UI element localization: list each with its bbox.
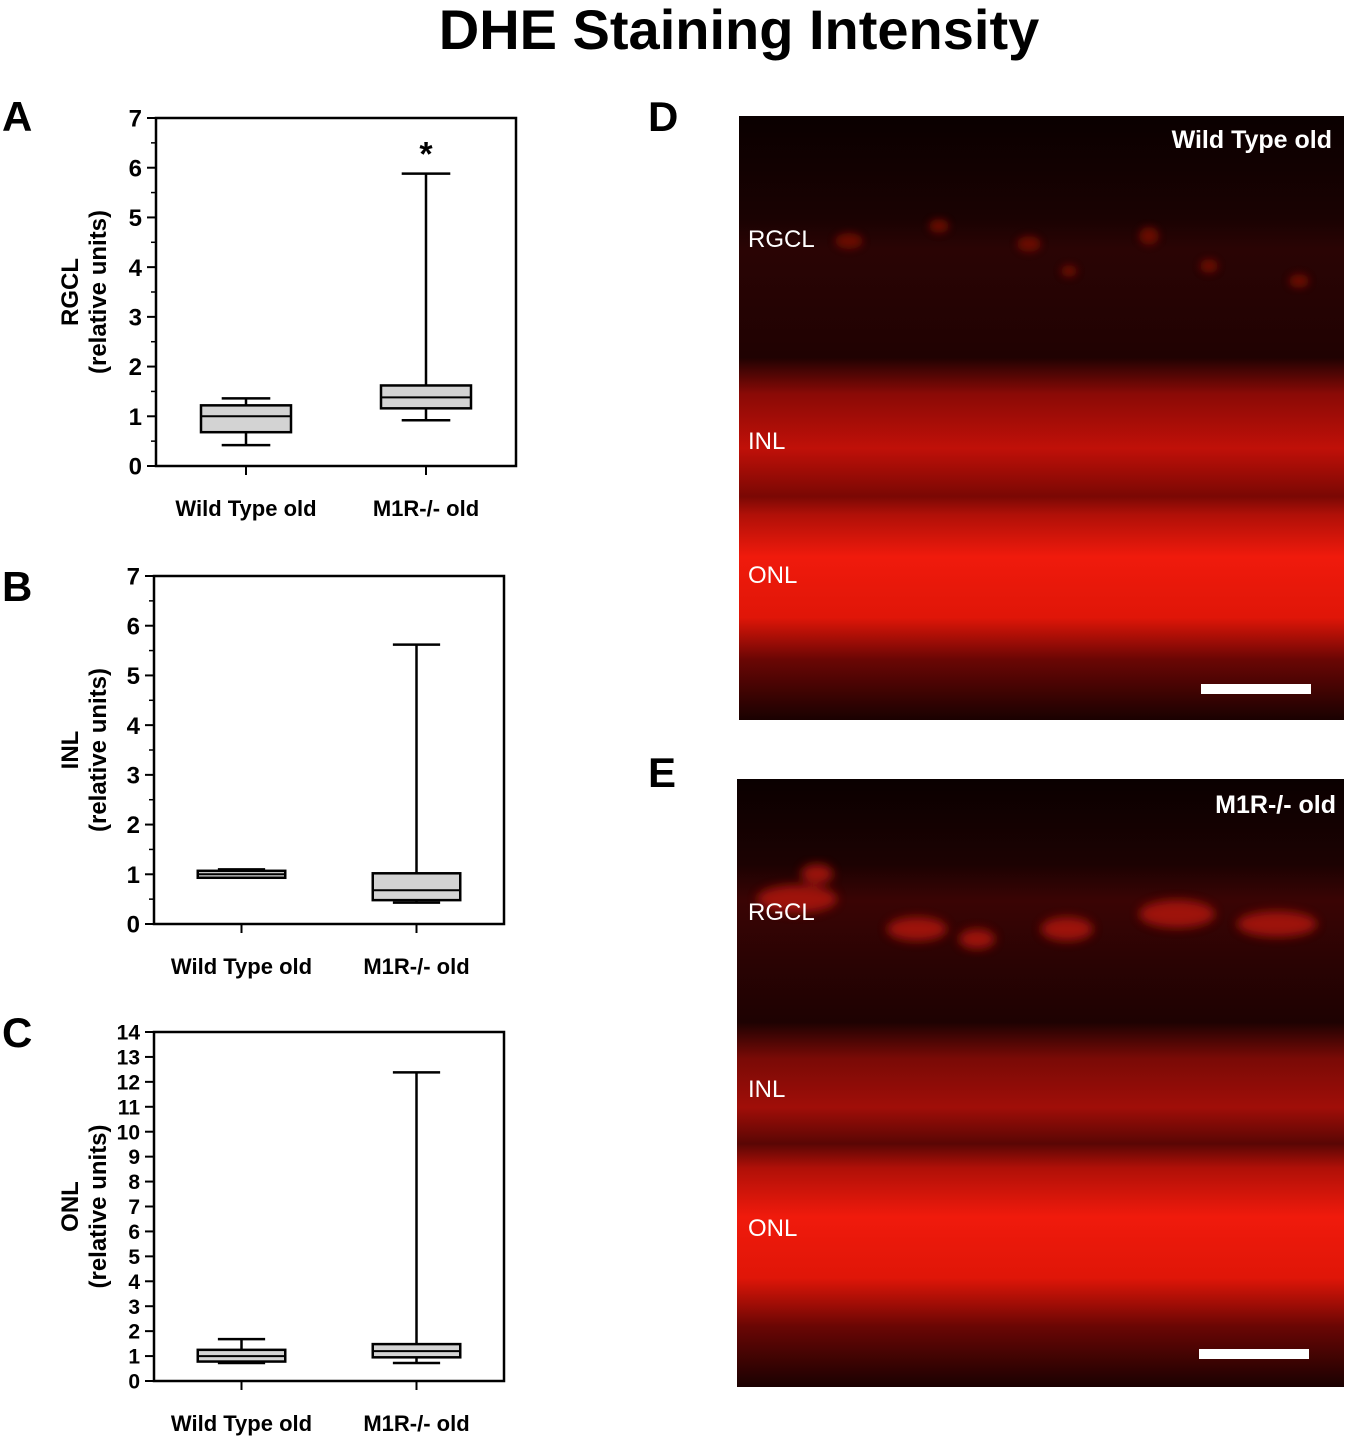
x-tick-label: Wild Type old — [171, 1411, 312, 1436]
box-iqr — [371, 872, 462, 902]
y-tick-label: 9 — [128, 1146, 140, 1169]
box-plot-inl: 0 1 2 3 4 5 6 7 INL (relative units) Wild Type old… — [57, 564, 506, 979]
y-tick-label: 2 — [129, 354, 142, 381]
panel-letter-a: A — [2, 93, 33, 140]
y-tick-label: 1 — [129, 404, 142, 431]
x-tick-label: M1R-/- old — [363, 1411, 469, 1436]
plot-frame — [152, 1030, 506, 1383]
y-axis-label-line2: (relative units) — [85, 210, 112, 374]
box-m1r-knockout: * — [379, 136, 473, 422]
box-iqr — [199, 404, 293, 434]
layer-label-onl: ONL — [748, 1215, 798, 1242]
y-tick-label: 1 — [128, 1346, 140, 1369]
y-tick-label: 7 — [128, 1196, 140, 1219]
scale-bar — [1201, 684, 1311, 694]
micrograph-wild-type: Wild Type old RGCL INL ONL — [739, 116, 1344, 720]
y-axis-label-line2: (relative units) — [85, 1124, 112, 1288]
panel-letter-d: D — [648, 93, 679, 140]
scale-bar — [1199, 1349, 1309, 1359]
x-tick-label: M1R-/- old — [363, 954, 469, 979]
layer-label-rgcl: RGCL — [748, 226, 815, 253]
y-tick-label: 0 — [129, 454, 142, 481]
x-tick-label: M1R-/- old — [373, 496, 479, 521]
layer-label-onl: ONL — [748, 562, 798, 589]
box-wild-type — [199, 397, 293, 447]
micrograph-wild-type-image — [739, 116, 1344, 720]
y-tick-label: 7 — [129, 106, 142, 133]
x-tick-label: Wild Type old — [171, 954, 312, 979]
box-wild-type — [196, 1337, 287, 1365]
panel-letter-c: C — [2, 1009, 33, 1056]
y-tick-label: 7 — [127, 564, 140, 591]
y-tick-label: 11 — [118, 1096, 141, 1119]
panel-letter-b: B — [2, 563, 33, 610]
y-tick-label: 2 — [128, 1321, 140, 1344]
y-tick-label: 14 — [117, 1022, 141, 1045]
layer-label-rgcl: RGCL — [748, 899, 815, 926]
y-tick-label: 8 — [128, 1171, 140, 1194]
figure-title: DHE Staining Intensity — [438, 0, 1040, 61]
significance-marker: * — [419, 136, 433, 174]
y-tick-label: 6 — [129, 155, 142, 182]
y-tick-label: 3 — [127, 762, 140, 789]
y-tick-label: 5 — [127, 663, 140, 690]
y-tick-label: 3 — [129, 304, 142, 331]
y-tick-label: 13 — [117, 1046, 140, 1069]
y-tick-label: 1 — [127, 862, 140, 889]
panel-letter-e: E — [648, 749, 677, 796]
y-tick-label: 6 — [128, 1221, 140, 1244]
box-m1r-knockout — [371, 1071, 462, 1365]
y-axis-label: RGCL (relative units) — [57, 210, 112, 374]
y-tick-label: 12 — [117, 1071, 140, 1094]
x-tick-label: Wild Type old — [175, 496, 316, 521]
y-tick-label: 0 — [128, 1371, 140, 1394]
y-tick-label: 4 — [129, 255, 143, 282]
y-tick-label: 3 — [128, 1296, 140, 1319]
y-axis-label: INL (relative units) — [57, 668, 112, 832]
y-axis-label: ONL (relative units) — [57, 1124, 112, 1288]
box-wild-type — [196, 868, 287, 880]
y-axis-label-line1: RGCL — [57, 258, 84, 326]
y-tick-label: 5 — [129, 205, 142, 232]
box-plot-rgcl: 0 1 2 3 4 5 6 7 RGCL (relative units) Wild Type ol… — [57, 106, 518, 521]
y-tick-label: 5 — [128, 1246, 140, 1269]
y-tick-label: 4 — [128, 1271, 140, 1294]
micrograph-m1r-knockout-image — [737, 779, 1344, 1387]
micrograph-title: M1R-/- old — [1215, 791, 1336, 819]
y-tick-label: 0 — [127, 912, 140, 939]
y-axis-label-line1: INL — [57, 731, 84, 770]
y-tick-label: 6 — [127, 613, 140, 640]
box-m1r-knockout — [371, 643, 462, 904]
y-tick-label: 2 — [127, 812, 140, 839]
layer-label-inl: INL — [748, 428, 786, 455]
y-axis-label-line1: ONL — [57, 1181, 84, 1232]
micrograph-m1r-knockout: M1R-/- old RGCL INL ONL — [737, 779, 1344, 1387]
layer-label-inl: INL — [748, 1076, 786, 1103]
y-tick-label: 4 — [127, 713, 141, 740]
y-tick-label: 10 — [117, 1121, 140, 1144]
y-axis-label-line2: (relative units) — [85, 668, 112, 832]
micrograph-title: Wild Type old — [1171, 126, 1332, 154]
